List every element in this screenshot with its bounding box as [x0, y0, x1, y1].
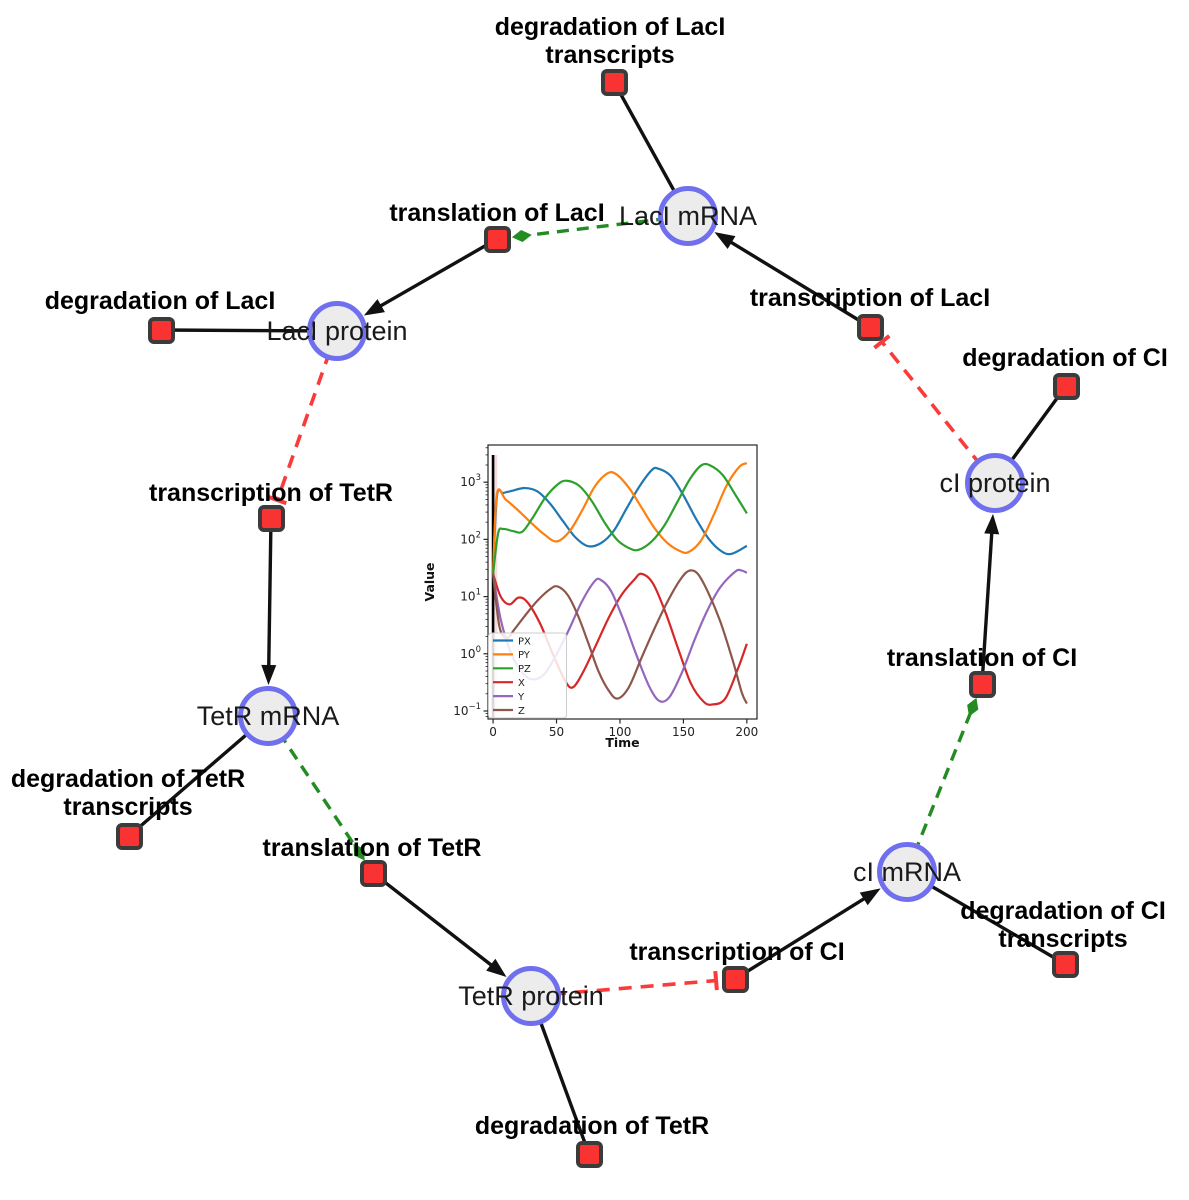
- series-line-Z: [491, 569, 748, 705]
- reaction-node-transcription-tetr[interactable]: [257, 504, 285, 532]
- edge-transcription-tetr-tetr-mrna: [261, 517, 277, 686]
- x-tick-label: 50: [549, 725, 564, 739]
- series-line-PY: [491, 462, 748, 574]
- edge-translation-ci-ci-protein: [980, 513, 1000, 685]
- edge-layer: [127, 81, 1068, 1155]
- edge-transcription-ci-ci-mrna: [734, 888, 881, 981]
- series-line-PX: [491, 466, 748, 574]
- time-series-chart: 0 50 100 150 20010310210110010−1TimeValuePXP…: [422, 444, 758, 750]
- species-node-tetr-mrna[interactable]: [238, 686, 298, 746]
- chart-legend: PX PY PZ XYZ: [488, 632, 567, 719]
- edge-translation-tetr-tetr-protein: [371, 871, 507, 977]
- y-axis-label: Value: [422, 562, 437, 601]
- reaction-node-deg-ci-transcripts[interactable]: [1051, 950, 1079, 978]
- y-tick-label: 10−1: [453, 702, 481, 718]
- legend-label-Y: Y: [517, 692, 525, 703]
- x-axis-label: Time: [605, 735, 639, 750]
- legend-label-PX: PX: [518, 636, 531, 647]
- edge-deg-ci-transcripts-ci-mrna: [906, 870, 1066, 966]
- species-node-ci-protein[interactable]: [965, 453, 1025, 513]
- reaction-node-deg-ci[interactable]: [1052, 372, 1080, 400]
- reaction-node-translation-laci[interactable]: [483, 225, 511, 253]
- x-tick-label: 200: [735, 725, 758, 739]
- axes-frame: [487, 444, 758, 720]
- reaction-node-deg-laci-transcripts[interactable]: [600, 68, 628, 96]
- species-node-ci-mrna[interactable]: [877, 842, 937, 902]
- legend-label-PY: PY: [518, 650, 531, 661]
- series-line-PZ: [491, 462, 748, 574]
- edge-translation-laci-laci-protein: [363, 237, 498, 316]
- reaction-node-transcription-laci[interactable]: [856, 313, 884, 341]
- series-line-X: [492, 572, 748, 706]
- legend-label-Z: Z: [518, 706, 525, 717]
- x-tick-label: 0: [489, 725, 497, 739]
- x-tick-label: 150: [672, 725, 695, 739]
- y-tick-label: 103: [460, 473, 481, 489]
- x-tick-label: 100: [609, 725, 632, 739]
- edge-transcription-laci-laci-mrna: [714, 232, 871, 329]
- species-node-laci-protein[interactable]: [307, 301, 367, 361]
- species-node-tetr-protein[interactable]: [501, 966, 561, 1026]
- reaction-node-deg-laci[interactable]: [147, 316, 175, 344]
- legend-label-X: X: [518, 678, 525, 689]
- edge-tetr-protein-transcription-ci: [530, 970, 719, 998]
- reaction-node-deg-tetr-transcripts[interactable]: [115, 822, 143, 850]
- species-node-laci-mrna[interactable]: [658, 186, 718, 246]
- y-tick-label: 100: [460, 645, 481, 661]
- reaction-node-translation-tetr[interactable]: [359, 859, 387, 887]
- reaction-node-transcription-ci[interactable]: [721, 965, 749, 993]
- y-tick-label: 101: [460, 588, 481, 604]
- reaction-node-deg-tetr[interactable]: [575, 1140, 603, 1168]
- reaction-node-translation-ci[interactable]: [968, 670, 996, 698]
- y-tick-label: 102: [460, 530, 481, 546]
- legend-label-PZ: PZ: [518, 664, 531, 675]
